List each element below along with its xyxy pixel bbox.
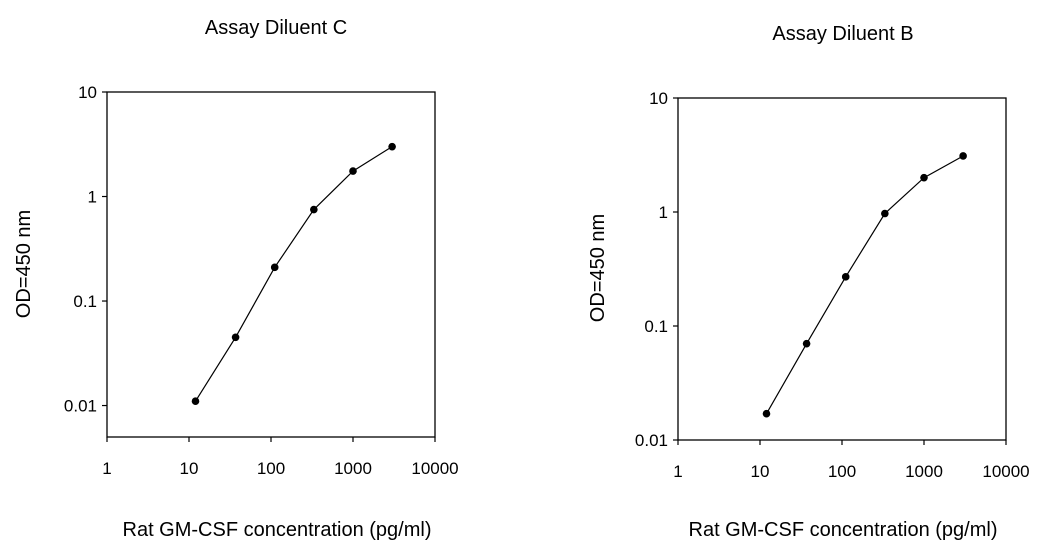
y-axis-label: OD=450 nm (13, 210, 35, 318)
y-tick-label: 10 (649, 89, 668, 108)
series-line (765, 155, 964, 415)
y-tick-label: 1 (659, 203, 668, 222)
x-axis-label: Rat GM-CSF concentration (pg/ml) (123, 519, 432, 541)
chart-title: Assay Diluent B (772, 23, 913, 45)
x-tick-label: 10 (751, 462, 770, 481)
data-point (841, 273, 850, 281)
data-point (231, 333, 240, 342)
data-point (270, 263, 279, 272)
x-axis-label: Rat GM-CSF concentration (pg/ml) (689, 519, 998, 541)
series-line (194, 146, 393, 402)
y-tick-label: 0.01 (64, 397, 97, 416)
data-point (349, 167, 357, 175)
chart-title: Assay Diluent C (205, 17, 347, 39)
x-tick-label: 1000 (334, 459, 372, 478)
x-tick-label: 10000 (982, 462, 1029, 481)
data-point (191, 397, 200, 406)
plot-area (677, 97, 1007, 441)
x-tick-label: 1 (673, 462, 682, 481)
plot-area (106, 91, 436, 438)
y-tick-label: 0.01 (635, 431, 668, 450)
x-tick-label: 10 (180, 459, 199, 478)
data-point (802, 339, 811, 348)
x-tick-label: 1 (102, 459, 111, 478)
chart-assay-diluent-b: Assay Diluent B 1 10 100 1000 10000 10 1 0.1 0.0… (587, 23, 1030, 541)
x-tick-label: 100 (257, 459, 285, 478)
data-point (388, 142, 396, 151)
data-point (881, 209, 889, 218)
y-tick-label: 1 (88, 188, 97, 207)
data-point (959, 152, 967, 160)
y-tick-label: 10 (78, 83, 97, 102)
x-tick-label: 100 (828, 462, 856, 481)
y-axis-label: OD=450 nm (587, 214, 609, 322)
y-tick-label: 0.1 (73, 292, 97, 311)
data-point (920, 173, 928, 182)
data-point (310, 205, 318, 214)
y-tick-label: 0.1 (644, 317, 668, 336)
data-point (762, 409, 771, 418)
chart-assay-diluent-c: Assay Diluent C 1 10 100 1000 10000 10 1 0.1 0.0… (13, 17, 459, 541)
x-tick-label: 1000 (905, 462, 943, 481)
x-tick-label: 10000 (411, 459, 458, 478)
